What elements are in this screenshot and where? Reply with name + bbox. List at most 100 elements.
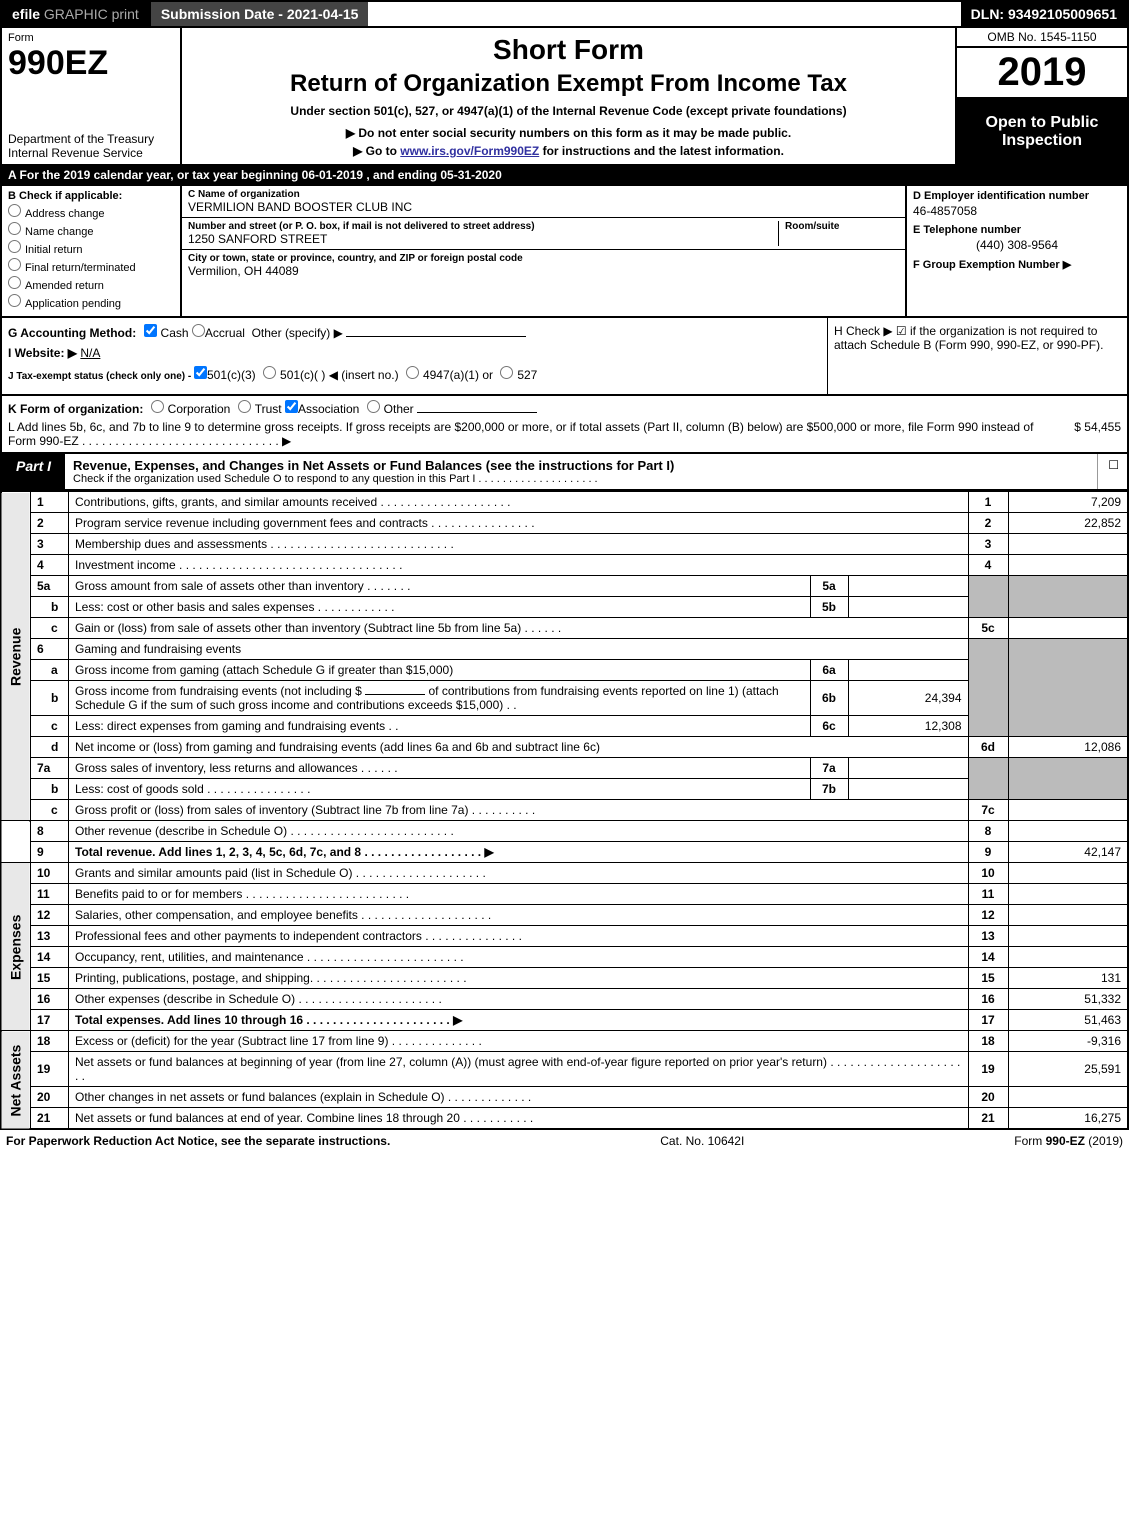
- chk-final-return[interactable]: [8, 258, 21, 271]
- chk-4947[interactable]: [406, 366, 419, 379]
- table-row: 13 Professional fees and other payments …: [1, 926, 1128, 947]
- desc-4: Investment income . . . . . . . . . . . …: [69, 555, 969, 576]
- j-prefix: J Tax-exempt status (check only one) -: [8, 371, 194, 382]
- org-name-label: C Name of organization: [188, 189, 899, 200]
- form-of-org-line: K Form of organization: Corporation Trus…: [8, 400, 1121, 416]
- ln-4: 4: [31, 555, 69, 576]
- chk-corporation[interactable]: [151, 400, 164, 413]
- room-label: Room/suite: [785, 221, 899, 232]
- desc-3: Membership dues and assessments . . . . …: [69, 534, 969, 555]
- val-4: [1008, 555, 1128, 576]
- city-value: Vermilion, OH 44089: [188, 264, 899, 278]
- ln-5c: c: [31, 618, 69, 639]
- chk-initial-return[interactable]: [8, 240, 21, 253]
- desc-9-b: Total revenue. Add lines 1, 2, 3, 4, 5c,…: [75, 845, 494, 859]
- ln-19: 19: [31, 1052, 69, 1087]
- val-17: 51,463: [1008, 1010, 1128, 1031]
- irs-link[interactable]: www.irs.gov/Form990EZ: [400, 144, 539, 158]
- table-row: 12 Salaries, other compensation, and emp…: [1, 905, 1128, 926]
- instructions-line: ▶ Go to www.irs.gov/Form990EZ for instru…: [188, 144, 949, 158]
- table-row: 2 Program service revenue including gove…: [1, 513, 1128, 534]
- num-15: 15: [968, 968, 1008, 989]
- val-20: [1008, 1087, 1128, 1108]
- group-exemption-label: F Group Exemption Number ▶: [913, 258, 1121, 271]
- website-line: I Website: ▶ N/A: [8, 346, 821, 360]
- shade-5v: [1008, 576, 1128, 618]
- num-17: 17: [968, 1010, 1008, 1031]
- table-row: Net Assets 18 Excess or (deficit) for th…: [1, 1031, 1128, 1052]
- info-block: B Check if applicable: Address change Na…: [0, 186, 1129, 318]
- ln-12: 12: [31, 905, 69, 926]
- ln-13: 13: [31, 926, 69, 947]
- val-18: -9,316: [1008, 1031, 1128, 1052]
- lbl-association: Association: [298, 402, 359, 416]
- table-row: 6 Gaming and fundraising events: [1, 639, 1128, 660]
- val-11: [1008, 884, 1128, 905]
- submission-date: Submission Date - 2021-04-15: [149, 2, 369, 26]
- chk-name-change[interactable]: [8, 222, 21, 235]
- col-c-org-info: C Name of organization VERMILION BAND BO…: [182, 186, 907, 316]
- num-3: 3: [968, 534, 1008, 555]
- subtitle-section: Under section 501(c), 527, or 4947(a)(1)…: [188, 104, 949, 118]
- desc-17: Total expenses. Add lines 10 through 16 …: [69, 1010, 969, 1031]
- ival-7b: [848, 779, 968, 800]
- desc-6d: Net income or (loss) from gaming and fun…: [69, 737, 969, 758]
- ival-6a: [848, 660, 968, 681]
- side-label-netassets: Net Assets: [1, 1031, 31, 1130]
- part1-title: Revenue, Expenses, and Changes in Net As…: [65, 454, 1097, 489]
- part1-title-text: Revenue, Expenses, and Changes in Net As…: [73, 458, 674, 473]
- lbl-corporation: Corporation: [168, 402, 231, 416]
- footer-right-post: (2019): [1085, 1134, 1123, 1148]
- l-value: $ 54,455: [1074, 420, 1121, 448]
- chk-501c[interactable]: [263, 366, 276, 379]
- chk-527[interactable]: [500, 366, 513, 379]
- num-5c: 5c: [968, 618, 1008, 639]
- ln-8: 8: [31, 821, 69, 842]
- lbl-527: 527: [517, 368, 537, 382]
- val-13: [1008, 926, 1128, 947]
- ein-value: 46-4857058: [913, 204, 1121, 218]
- iln-7a: 7a: [810, 758, 848, 779]
- num-21: 21: [968, 1108, 1008, 1130]
- chk-application-pending[interactable]: [8, 294, 21, 307]
- chk-amended-return[interactable]: [8, 276, 21, 289]
- desc-6: Gaming and fundraising events: [69, 639, 969, 660]
- table-row: 21 Net assets or fund balances at end of…: [1, 1108, 1128, 1130]
- val-8: [1008, 821, 1128, 842]
- footer-right-bold: 990-EZ: [1046, 1134, 1085, 1148]
- desc-20: Other changes in net assets or fund bala…: [69, 1087, 969, 1108]
- efile-print-button[interactable]: efile GRAPHIC print: [2, 2, 149, 26]
- table-row: 17 Total expenses. Add lines 10 through …: [1, 1010, 1128, 1031]
- k-prefix: K Form of organization:: [8, 402, 147, 416]
- shade-7: [968, 758, 1008, 800]
- num-1: 1: [968, 492, 1008, 513]
- footer-right-pre: Form: [1014, 1134, 1045, 1148]
- shade-6v: [1008, 639, 1128, 737]
- chk-cash[interactable]: [144, 324, 157, 337]
- part1-tab: Part I: [2, 454, 65, 489]
- ln-18: 18: [31, 1031, 69, 1052]
- chk-association[interactable]: [285, 400, 298, 413]
- lbl-4947: 4947(a)(1) or: [423, 368, 493, 382]
- num-10: 10: [968, 863, 1008, 884]
- col-b-title: B Check if applicable:: [8, 190, 174, 202]
- chk-501c3[interactable]: [194, 366, 207, 379]
- footer-left: For Paperwork Reduction Act Notice, see …: [6, 1134, 390, 1148]
- part1-header: Part I Revenue, Expenses, and Changes in…: [0, 454, 1129, 491]
- chk-accrual[interactable]: [192, 324, 205, 337]
- efile-light: GRAPHIC print: [40, 6, 139, 22]
- part1-checkbox[interactable]: ☐: [1097, 454, 1127, 489]
- omb-number: OMB No. 1545-1150: [957, 28, 1127, 48]
- num-18: 18: [968, 1031, 1008, 1052]
- chk-trust[interactable]: [238, 400, 251, 413]
- ln-15: 15: [31, 968, 69, 989]
- val-7c: [1008, 800, 1128, 821]
- row-a-tax-year: A For the 2019 calendar year, or tax yea…: [0, 166, 1129, 186]
- chk-other-org[interactable]: [367, 400, 380, 413]
- val-19: 25,591: [1008, 1052, 1128, 1087]
- kl-block: K Form of organization: Corporation Trus…: [0, 396, 1129, 454]
- addr-value: 1250 SANFORD STREET: [188, 232, 772, 246]
- chk-address-change[interactable]: [8, 204, 21, 217]
- lbl-amended-return: Amended return: [25, 280, 104, 292]
- val-10: [1008, 863, 1128, 884]
